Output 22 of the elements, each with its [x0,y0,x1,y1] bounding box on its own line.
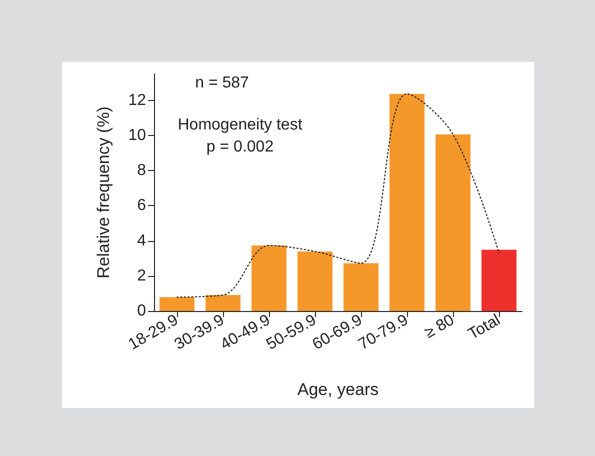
bar [390,94,424,311]
x-axis-title: Age, years [297,380,379,399]
bar [206,295,240,311]
y-tick-label: 12 [128,92,146,109]
annotation: n = 587 [195,74,250,92]
y-tick-label: 0 [137,302,146,320]
line-series [176,93,500,298]
y-tick-label: 8 [137,162,146,180]
bar [160,297,194,311]
bar [344,263,378,311]
bar [436,134,470,311]
y-tick-label: 6 [137,197,146,214]
x-tick-label: Total [466,312,504,344]
y-tick-label: 10 [128,126,146,144]
y-axis-title: Relative frequency (%) [94,106,113,278]
y-tick-label: 4 [137,232,146,250]
bar [482,250,516,311]
y-tick-label: 2 [137,267,146,284]
bar [298,251,332,311]
bar [252,246,286,311]
annotation: Homogeneity test p = 0.002 [178,116,303,156]
x-tick-label: ≥ 80 [422,312,458,342]
